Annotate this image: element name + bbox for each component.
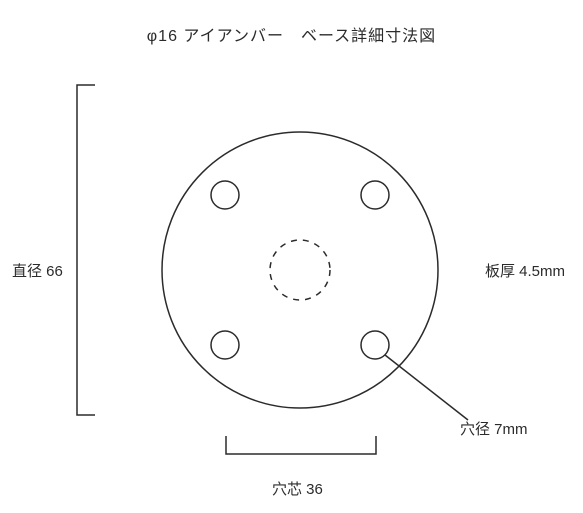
bolt-hole-bottom-left xyxy=(211,331,239,359)
hole-pitch-bracket xyxy=(226,436,376,454)
bolt-hole-top-right xyxy=(361,181,389,209)
diameter-label: 直径 66 xyxy=(12,260,63,281)
base-outer-circle xyxy=(162,132,438,408)
center-dashed-circle xyxy=(270,240,330,300)
hole-diameter-leader xyxy=(385,355,468,420)
diameter-bracket xyxy=(77,85,95,415)
hole-diameter-label: 穴径 7mm xyxy=(460,418,528,439)
hole-pitch-label: 穴芯 36 xyxy=(272,478,323,499)
thickness-label: 板厚 4.5mm xyxy=(485,260,565,281)
bolt-hole-bottom-right xyxy=(361,331,389,359)
bolt-hole-top-left xyxy=(211,181,239,209)
